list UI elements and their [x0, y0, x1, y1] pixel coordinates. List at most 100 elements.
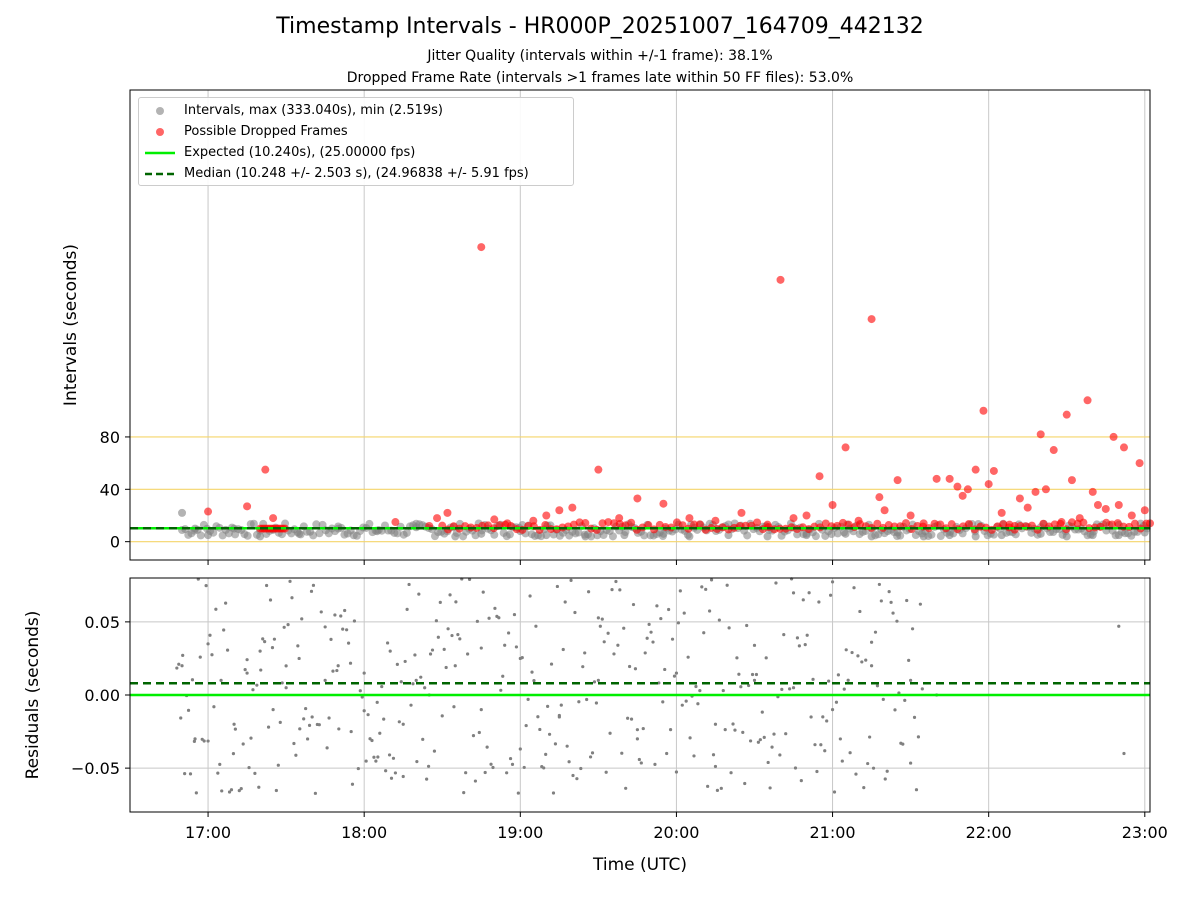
residual-band-point — [891, 611, 895, 615]
dropped-point-45 — [1049, 446, 1058, 455]
residual-band-point — [304, 706, 308, 711]
bottom-xtick-label-0: 17:00 — [185, 823, 231, 842]
residual-band-point — [661, 700, 665, 704]
residual-band-point — [834, 700, 839, 704]
interval-band-point — [196, 531, 205, 540]
top-y-axis-label: Intervals (seconds) — [61, 244, 81, 406]
dropped-point-47 — [1075, 514, 1084, 523]
residual-band-point — [188, 772, 193, 776]
jitter-quality-subtitle: Jitter Quality (intervals within +/-1 fr… — [427, 48, 773, 64]
interval-band-point — [743, 531, 752, 540]
residual-band-point — [914, 788, 919, 792]
residual-band-point — [713, 764, 718, 769]
dropped-point-23 — [776, 275, 785, 284]
bottom-xtick-label-6: 23:00 — [1122, 823, 1168, 842]
residual-band-point — [877, 582, 881, 587]
residual-band-point — [477, 730, 481, 735]
residual-band-point — [866, 761, 870, 766]
residual-band-point — [901, 742, 905, 746]
residual-band-point — [793, 766, 798, 770]
residual-band-point — [803, 642, 807, 647]
residual-band-point — [828, 593, 833, 597]
residual-band-point — [198, 655, 202, 659]
residual-band-point — [916, 735, 921, 739]
dropped-point-16 — [615, 514, 624, 523]
residual-band-point — [762, 735, 766, 740]
residual-band-point — [856, 654, 860, 658]
residual-band-point — [667, 607, 671, 612]
interval-point-20 — [802, 531, 811, 540]
residual-band-point — [183, 772, 187, 776]
residual-band-point — [286, 622, 290, 627]
dropped-frame-subtitle: Dropped Frame Rate (intervals >1 frames … — [346, 70, 854, 86]
interval-band-point — [505, 530, 514, 539]
residual-band-point — [752, 643, 757, 647]
residual-band-point — [709, 578, 714, 582]
residual-band-point — [343, 608, 347, 613]
dropped-point-6 — [433, 514, 442, 523]
residual-band-point — [345, 628, 349, 632]
residual-band-point — [844, 648, 848, 652]
dropped-point-30 — [867, 315, 876, 324]
interval-band-point — [402, 528, 411, 537]
residual-band-point — [440, 714, 444, 718]
dropped-point-35 — [919, 519, 928, 528]
residual-band-point — [657, 681, 661, 685]
residual-band-point — [846, 678, 850, 682]
residual-point-25 — [635, 737, 639, 741]
residual-point-11 — [323, 678, 327, 682]
residual-band-point — [723, 728, 727, 732]
residual-point-35 — [1122, 751, 1126, 756]
dropped-point-41 — [997, 508, 1006, 517]
residual-point-12 — [336, 664, 340, 668]
dropped-point-4 — [391, 518, 400, 527]
residual-point-26 — [674, 671, 679, 675]
residual-band-point — [224, 601, 228, 605]
residual-band-point — [624, 786, 628, 790]
residual-band-point — [462, 790, 466, 795]
residual-band-point — [592, 680, 597, 684]
interval-band-point — [365, 519, 374, 528]
dropped-point-58 — [1005, 520, 1014, 529]
residual-band-point — [389, 776, 394, 780]
legend-item-median: Median (10.248 +/- 2.503 s), (24.96838 +… — [139, 164, 573, 184]
residual-band-point — [516, 791, 520, 795]
residual-band-point — [538, 727, 542, 732]
residual-band-point — [231, 752, 236, 756]
residual-band-point — [729, 771, 733, 775]
residual-band-point — [651, 640, 655, 644]
interval-band-point — [927, 530, 936, 539]
dropped-point-36 — [932, 474, 941, 483]
residual-band-point — [791, 591, 796, 595]
interval-band-point — [827, 530, 836, 539]
residual-point-4 — [232, 722, 236, 726]
residual-band-point — [715, 788, 720, 792]
residual-band-point — [444, 665, 448, 670]
dropped-point-19 — [685, 514, 694, 523]
legend-dashed-line-icon — [145, 172, 175, 176]
residual-band-point — [754, 672, 759, 677]
residual-band-point — [733, 728, 737, 732]
residual-band-point — [510, 762, 515, 767]
residual-band-point — [735, 656, 739, 660]
residual-band-point — [370, 738, 374, 743]
interval-point-30 — [1088, 531, 1097, 540]
residual-band-point — [909, 761, 913, 765]
residual-band-point — [257, 785, 261, 789]
residual-band-point — [475, 619, 479, 623]
residual-band-point — [571, 773, 575, 778]
residual-point-7 — [271, 708, 275, 712]
top-ytick-label-0: 0 — [110, 533, 120, 552]
residual-point-24 — [596, 678, 600, 682]
bottom-xtick-label-2: 19:00 — [497, 823, 543, 842]
residual-point-1 — [193, 737, 197, 741]
residual-band-point — [446, 627, 450, 631]
dropped-point-3 — [261, 465, 270, 474]
residual-band-point — [284, 664, 288, 668]
interval-band-point — [936, 532, 945, 541]
interval-band-point — [312, 520, 321, 529]
dropped-point-62 — [1057, 518, 1066, 527]
residual-band-point — [869, 640, 874, 644]
residual-band-point — [450, 633, 454, 638]
interval-band-point — [249, 519, 258, 528]
